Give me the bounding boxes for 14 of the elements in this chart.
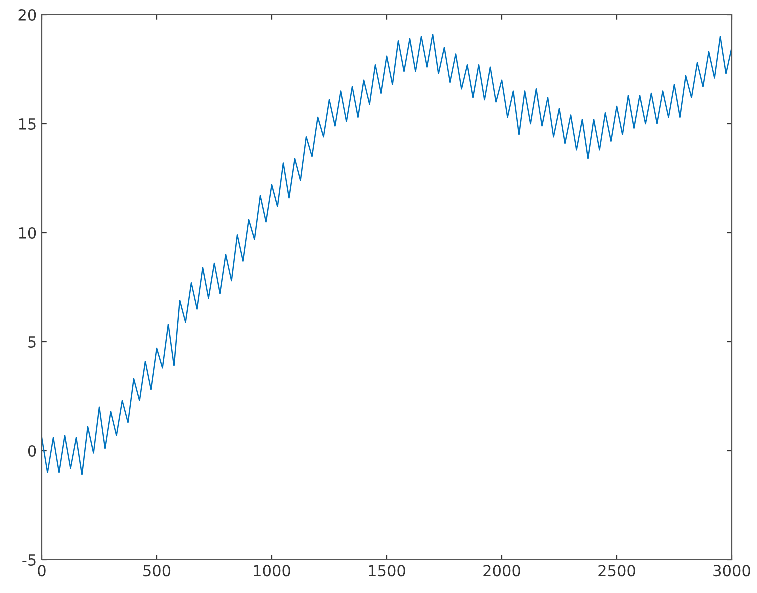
y-tick-label: 0 <box>28 445 36 458</box>
x-tick-label: 0 <box>38 565 46 577</box>
y-tick-label: 10 <box>19 227 36 240</box>
x-tick-label: 2000 <box>484 565 520 577</box>
x-tick-label: 1000 <box>254 565 290 577</box>
x-tick-label: 2500 <box>598 565 636 577</box>
line-series <box>42 34 732 476</box>
x-tick-label: 1500 <box>369 565 406 577</box>
x-tick-label: 3000 <box>714 565 750 577</box>
y-tick-label: 15 <box>19 118 36 130</box>
x-tick-label: 500 <box>144 565 171 577</box>
y-tick-label: 5 <box>28 336 36 348</box>
y-tick-label: -5 <box>22 554 36 566</box>
y-tick-label: 20 <box>18 9 36 22</box>
